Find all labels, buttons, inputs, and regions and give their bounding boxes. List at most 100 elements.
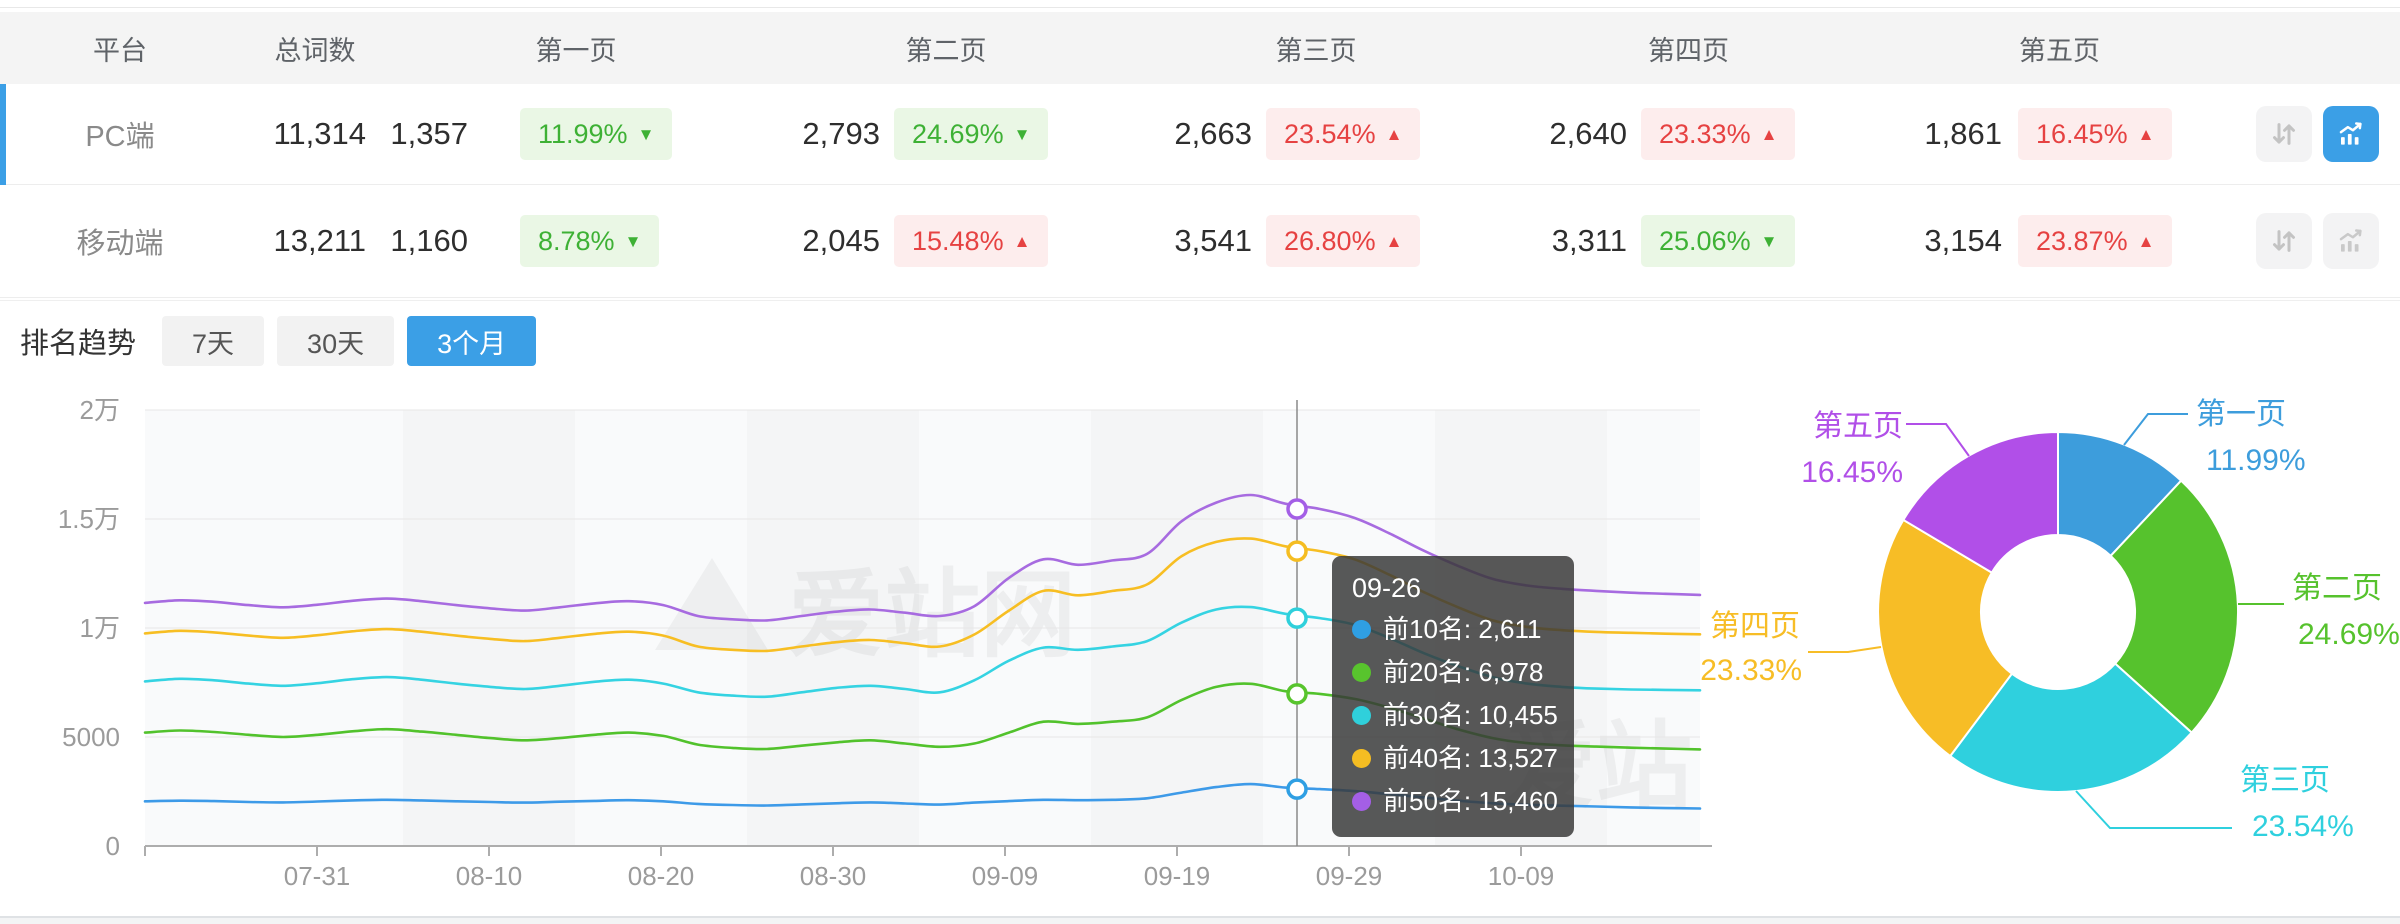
column-header-1: 平台	[93, 35, 147, 66]
bottom-strip	[0, 918, 2400, 924]
page4-count: 2,640	[1549, 116, 1627, 151]
tab-7天[interactable]: 7天	[162, 316, 265, 366]
donut-label-line	[2123, 413, 2188, 446]
arrow-up-icon: ▲	[1385, 125, 1403, 144]
arrow-up-icon: ▲	[2137, 125, 2155, 144]
show-trend-button[interactable]	[2323, 213, 2379, 269]
tooltip-date: 09-26	[1352, 573, 1422, 603]
show-trend-button[interactable]	[2323, 106, 2379, 162]
page3-change-badge: 26.80% ▲	[1266, 215, 1421, 267]
y-axis-label: 1.5万	[58, 504, 120, 534]
page3-change-cell: 26.80% ▲	[1258, 215, 1438, 267]
donut-slice-第二页[interactable]	[2109, 479, 2240, 735]
x-axis-label: 08-20	[628, 861, 695, 891]
page5-count: 1,861	[1924, 116, 2002, 151]
column-header-3: 第一页	[535, 35, 617, 66]
y-axis-label: 0	[106, 831, 120, 861]
series-dot-icon	[1352, 663, 1371, 682]
total-words-value: 11,314	[273, 116, 366, 151]
tooltip-item-text: 前30名: 10,455	[1383, 700, 1558, 730]
page1-count: 1,357	[390, 116, 468, 151]
page2-change-cell: 24.69% ▼	[886, 108, 1066, 160]
selected-row-indicator	[0, 84, 6, 185]
crosshair-marker	[1286, 683, 1308, 705]
arrow-down-icon: ▼	[1760, 232, 1778, 251]
page2-change-cell: 15.48% ▲	[886, 215, 1066, 267]
page2-count: 2,045	[802, 223, 880, 258]
page4-change-cell: 25.06% ▼	[1633, 215, 1813, 267]
page3-change-cell: 23.54% ▲	[1258, 108, 1438, 160]
donut-slice-第五页[interactable]	[1902, 430, 2059, 574]
sort-button[interactable]	[2256, 106, 2312, 162]
page-distribution-donut-chart[interactable]: 第一页 11.99% 第二页 24.69% 第三页 23.54% 第四页 23.33% 第五页 1…	[1700, 370, 2400, 924]
page4-change-cell: 23.33% ▲	[1633, 108, 1813, 160]
column-header-7: 第五页	[2019, 35, 2100, 66]
section-divider	[0, 300, 2400, 301]
series-dot-icon	[1352, 620, 1371, 639]
trend-toolbar: 排名趋势 7天 30天 3个月	[20, 316, 549, 366]
table-row-mobile[interactable]: 移动端 13,211 1,160 8.78% ▼ 2,045 15.48% ▲ 3,541 26.…	[0, 185, 2400, 298]
change-value: 8.78%	[538, 226, 615, 256]
crosshair-marker	[1286, 540, 1308, 562]
page4-change-badge: 25.06% ▼	[1641, 215, 1796, 267]
tooltip-item: 前10名: 2,611	[1352, 608, 1554, 651]
column-header-5: 第三页	[1275, 35, 1357, 66]
platform-label: PC端	[85, 121, 155, 153]
donut-slice-第一页[interactable]	[2057, 430, 2183, 558]
series-dot-icon	[1352, 792, 1371, 811]
arrow-up-icon: ▲	[1760, 125, 1778, 144]
change-value: 23.54%	[1284, 119, 1376, 149]
total-words-value: 13,211	[273, 223, 366, 258]
tooltip-item-text: 前50名: 15,460	[1383, 786, 1558, 816]
donut-label-line	[1808, 646, 1882, 653]
sort-arrows-icon	[2273, 123, 2295, 145]
donut-slice-label: 第四页	[1710, 610, 1800, 643]
donut-slice-label: 第三页	[2240, 764, 2330, 797]
donut-label-line	[1906, 423, 1970, 457]
page2-change-badge: 15.48% ▲	[894, 215, 1049, 267]
arrow-down-icon: ▼	[624, 232, 642, 251]
donut-label-line	[2075, 790, 2232, 829]
page3-count: 3,541	[1174, 223, 1252, 258]
donut-slice-label: 第五页	[1813, 410, 1903, 443]
donut-slice-第三页[interactable]	[1948, 662, 2194, 793]
x-axis-label: 07-31	[284, 861, 351, 891]
page1-count: 1,160	[390, 223, 468, 258]
page2-change-badge: 24.69% ▼	[894, 108, 1049, 160]
tab-30天[interactable]: 30天	[277, 316, 395, 366]
sort-button[interactable]	[2256, 213, 2312, 269]
donut-slice-第四页[interactable]	[1877, 518, 2014, 758]
table-row-pc[interactable]: PC端 11,314 1,357 11.99% ▼ 2,793 24.69% ▼ 2,663 23…	[0, 84, 2400, 185]
donut-slice-percent: 16.45%	[1801, 456, 1903, 489]
page4-count: 3,311	[1551, 223, 1627, 258]
change-value: 25.06%	[1659, 226, 1751, 256]
donut-slice-percent: 24.69%	[2298, 618, 2400, 651]
page5-change-cell: 23.87% ▲	[2008, 215, 2190, 267]
donut-slice-percent: 11.99%	[2206, 444, 2306, 477]
column-header-4: 第二页	[905, 35, 987, 66]
trend-chart-icon	[2339, 229, 2362, 252]
tab-3个月[interactable]: 3个月	[407, 316, 537, 366]
x-axis-label: 08-10	[456, 861, 523, 891]
crosshair-marker	[1286, 607, 1308, 629]
page1-change-cell: 11.99% ▼	[474, 108, 700, 160]
x-axis-label: 08-30	[800, 861, 867, 891]
page3-count: 2,663	[1174, 116, 1252, 151]
page5-change-cell: 16.45% ▲	[2008, 108, 2190, 160]
column-header-6: 第四页	[1648, 35, 1729, 66]
donut-slice-percent: 23.33%	[1700, 654, 1802, 687]
bottom-divider	[0, 916, 2400, 918]
crosshair-marker	[1286, 498, 1308, 520]
y-axis-label: 2万	[80, 395, 120, 425]
tooltip-item: 前40名: 13,527	[1352, 737, 1558, 780]
trend-tabs: 7天 30天 3个月	[162, 316, 549, 366]
donut-slice-label: 第一页	[2196, 398, 2286, 431]
y-axis-label: 5000	[62, 722, 120, 752]
x-axis-label: 09-09	[972, 861, 1039, 891]
sort-arrows-icon	[2273, 230, 2295, 252]
change-value: 26.80%	[1284, 226, 1376, 256]
tooltip-item-text: 前10名: 2,611	[1383, 614, 1542, 644]
series-dot-icon	[1352, 706, 1371, 725]
donut-slice-percent: 23.54%	[2252, 810, 2354, 843]
